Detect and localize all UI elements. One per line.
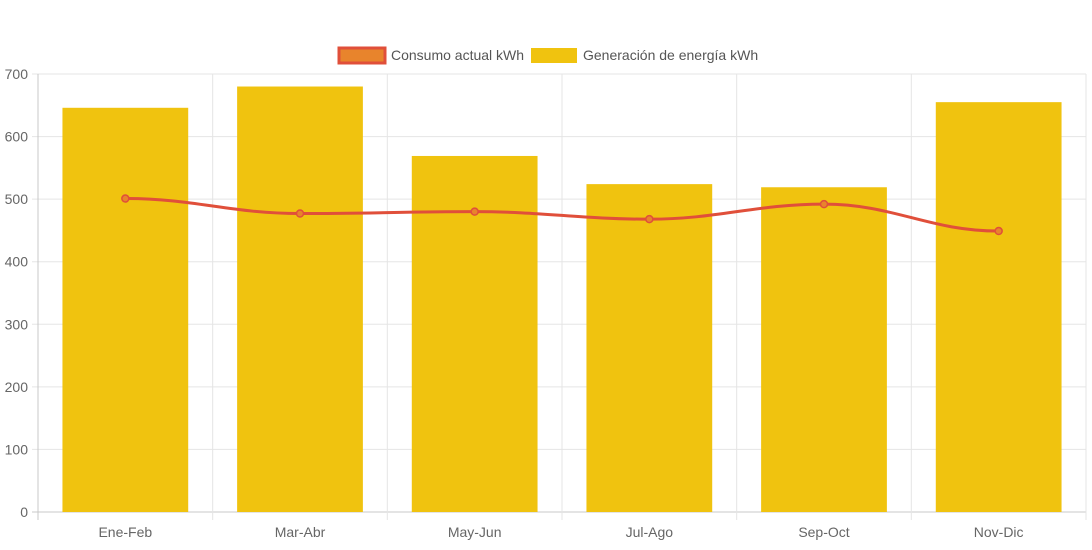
line-point[interactable] (295, 209, 305, 218)
legend-swatch-generacion (531, 48, 577, 63)
line-series-consumo (121, 194, 1003, 236)
x-tick-label: Ene-Feb (98, 524, 152, 540)
line-path (125, 197, 999, 233)
bar[interactable] (935, 102, 1062, 513)
y-tick-label: 700 (5, 66, 29, 82)
y-tick-label: 300 (5, 316, 29, 332)
bar[interactable] (586, 184, 713, 512)
y-tick-label: 400 (5, 254, 29, 270)
legend-item-consumo[interactable]: Consumo actual kWh (337, 46, 524, 65)
x-tick-label: Mar-Abr (275, 524, 326, 540)
line-point[interactable] (819, 199, 829, 209)
line-point[interactable] (994, 226, 1003, 236)
y-axis: 0 100 200 300 400 500 600 700 (5, 66, 29, 520)
grid (32, 73, 1087, 520)
legend-label-consumo: Consumo actual kWh (391, 47, 524, 63)
x-tick-label: May-Jun (448, 524, 502, 540)
legend-item-generacion[interactable]: Generación de energía kWh (531, 47, 758, 63)
y-tick-label: 0 (20, 504, 28, 520)
y-tick-label: 500 (5, 191, 29, 207)
bar[interactable] (62, 107, 189, 512)
line-point[interactable] (470, 207, 479, 216)
legend-swatch-consumo (337, 46, 387, 65)
legend-label-generacion: Generación de energía kWh (583, 47, 758, 63)
bar-series-generacion (62, 86, 1062, 513)
x-tick-label: Jul-Ago (626, 524, 674, 540)
y-tick-label: 200 (5, 379, 29, 395)
x-tick-label: Sep-Oct (798, 524, 849, 540)
line-point[interactable] (121, 194, 130, 203)
bar[interactable] (237, 86, 363, 512)
x-tick-label: Nov-Dic (974, 524, 1024, 540)
y-tick-label: 100 (5, 441, 29, 457)
x-axis: Ene-Feb Mar-Abr May-Jun Jul-Ago Sep-Oct Nov-D… (98, 524, 1023, 540)
bar[interactable] (761, 187, 887, 513)
y-tick-label: 600 (5, 129, 29, 145)
line-point[interactable] (645, 214, 654, 224)
legend[interactable]: Consumo actual kWh Generación de energía… (337, 46, 758, 65)
